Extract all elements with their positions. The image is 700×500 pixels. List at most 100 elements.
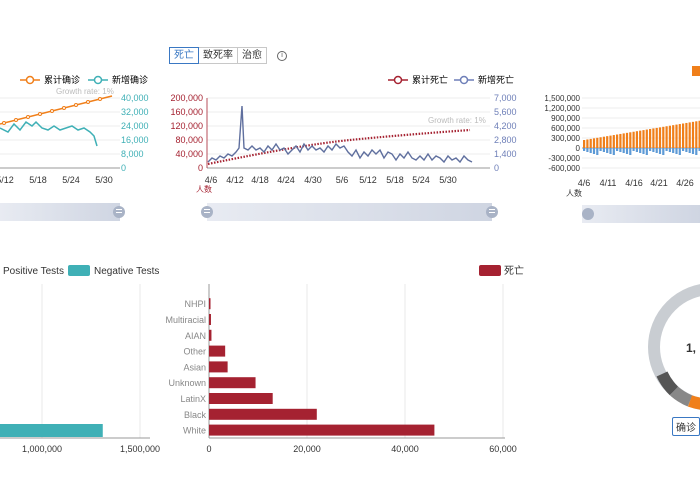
race-category-label: Unknown xyxy=(168,378,206,388)
tests-bar-negative xyxy=(583,148,586,151)
deaths-yr-tick: 4,200 xyxy=(494,121,517,131)
legend-negative-tests[interactable]: Negative Tests xyxy=(68,265,159,277)
deaths-yl-tick: 0 xyxy=(198,163,203,173)
race-bar-aian[interactable] xyxy=(209,329,212,341)
tests-bar-positive xyxy=(665,126,668,148)
race-bar-other[interactable] xyxy=(209,345,226,357)
deaths-yr-tick: 0 xyxy=(494,163,499,173)
tab-recovered[interactable]: 治愈 xyxy=(237,47,267,64)
tests-y-tick: 900,000 xyxy=(551,114,580,123)
race-bar-black[interactable] xyxy=(209,408,317,420)
tests-bar-negative xyxy=(649,148,652,151)
info-icon[interactable]: i xyxy=(277,51,287,61)
confirmed-slider-track[interactable] xyxy=(0,203,120,221)
deaths-unit-label: 人数 xyxy=(196,184,212,194)
tests-bar-positive xyxy=(622,133,625,148)
tests-bar-negative xyxy=(672,148,675,153)
tests-bar-negative xyxy=(632,148,635,151)
tests-bar-positive xyxy=(609,135,612,148)
tests-bar-negative xyxy=(695,148,698,155)
confirmed-x-tick: 5/30 xyxy=(95,175,113,185)
confirmed-yr-tick: 0 xyxy=(121,163,126,173)
tests-bar-positive xyxy=(649,129,652,148)
tests-y-tick: 300,000 xyxy=(551,134,580,143)
donut-confirmed-tag[interactable]: 确诊 xyxy=(672,417,700,436)
tests-bar-positive xyxy=(652,128,655,148)
tests-bar-negative xyxy=(625,148,629,154)
race-bar-asian[interactable] xyxy=(209,361,228,373)
tests-bar-negative xyxy=(612,148,615,155)
deaths-slider-track[interactable] xyxy=(207,203,492,221)
tests-bar-positive xyxy=(691,121,695,148)
tests-bar-positive xyxy=(658,127,662,148)
tests-bar-positive xyxy=(625,132,629,148)
donut-segment-mid xyxy=(670,386,693,407)
confirmed-chart: 累计确诊 新增确诊 Growth rate: 1% 40,000 32,000 … xyxy=(0,74,149,221)
deaths-yr-tick: 5,600 xyxy=(494,107,517,117)
confirmed-cumulative-line xyxy=(0,95,113,125)
tests-bar-positive xyxy=(629,132,632,148)
legend-label-positive-tests[interactable]: Positive Tests xyxy=(3,266,64,277)
tests-bar-negative xyxy=(599,148,602,151)
legend-deaths-race[interactable]: 死亡 xyxy=(479,264,524,277)
tests-bar-negative xyxy=(678,148,681,155)
confirmed-x-tick: 5/24 xyxy=(62,175,80,185)
race-category-label: LatinX xyxy=(180,394,206,404)
deaths-x-tick: 5/18 xyxy=(386,175,404,185)
tests-bar-negative xyxy=(698,148,700,151)
race-category-label: Black xyxy=(184,410,207,420)
tab-deaths[interactable]: 死亡 xyxy=(169,47,199,64)
tests-bar-positive xyxy=(695,121,698,148)
tests-bar-negative xyxy=(589,148,592,153)
deaths-yr-tick: 1,400 xyxy=(494,149,517,159)
tests-bar-negative xyxy=(635,148,638,152)
deaths-legend-new[interactable]: 新增死亡 xyxy=(454,74,514,85)
donut-segment-dark xyxy=(656,371,679,396)
race-bar-unknown[interactable] xyxy=(209,377,256,389)
tests-bar-negative xyxy=(688,148,691,153)
metric-tabs: 死亡 致死率 治愈 xyxy=(169,47,267,64)
deaths-x-tick: 5/12 xyxy=(359,175,377,185)
confirmed-legend-new[interactable]: 新增确诊 xyxy=(88,74,148,85)
tests-y-tick: 0 xyxy=(576,144,581,153)
confirmed-x-tick: 5/12 xyxy=(0,175,14,185)
race-category-label: NHPI xyxy=(184,299,206,309)
confirmed-x-tick: 5/18 xyxy=(29,175,47,185)
tests-bar-positive xyxy=(642,130,645,148)
legend-label-cumulative-deaths: 累计死亡 xyxy=(412,74,448,85)
tests-bar-positive xyxy=(639,130,642,148)
tests-bar-negative xyxy=(602,148,605,152)
race-bar-latinx[interactable] xyxy=(209,393,273,404)
tests-y-tick: 1,200,000 xyxy=(544,104,580,113)
tests-bar-negative xyxy=(668,148,671,152)
tests-bar-positive xyxy=(599,137,602,148)
race-x-tick: 20,000 xyxy=(293,444,321,454)
tests-bar-positive xyxy=(589,138,592,148)
deaths-yl-tick: 80,000 xyxy=(175,135,203,145)
race-bar-nhpi[interactable] xyxy=(209,298,211,310)
tests-bar-negative xyxy=(691,148,695,154)
tests-bar-positive xyxy=(678,124,681,148)
tests-bar-negative xyxy=(596,148,599,155)
bar-negative-tests[interactable] xyxy=(0,424,103,437)
race-x-tick: 0 xyxy=(206,444,211,454)
race-category-label: Asian xyxy=(183,362,206,372)
legend-label-deaths-race: 死亡 xyxy=(504,264,524,277)
tests-slider-handle[interactable] xyxy=(582,208,594,220)
confirmed-legend-cumulative[interactable]: 累计确诊 xyxy=(20,74,80,85)
race-category-label: AIAN xyxy=(185,331,206,341)
tests-bar-negative xyxy=(665,148,668,151)
tests-bar-negative xyxy=(592,148,596,154)
race-bar-multiracial[interactable] xyxy=(209,314,211,325)
race-bar-white[interactable] xyxy=(209,424,435,436)
tests-bar-positive xyxy=(583,140,586,148)
tests-slider-track[interactable] xyxy=(582,205,700,223)
confirmed-yr-tick: 24,000 xyxy=(121,121,149,131)
tests-bar-positive xyxy=(586,139,589,148)
deaths-yr-tick: 2,800 xyxy=(494,135,517,145)
tests-x-tick: 4/6 xyxy=(578,178,591,188)
donut-ring[interactable] xyxy=(648,284,700,410)
deaths-legend-cumulative[interactable]: 累计死亡 xyxy=(388,74,448,85)
tests-bar-negative xyxy=(645,148,648,155)
tests-legend-swatch[interactable] xyxy=(692,66,700,76)
